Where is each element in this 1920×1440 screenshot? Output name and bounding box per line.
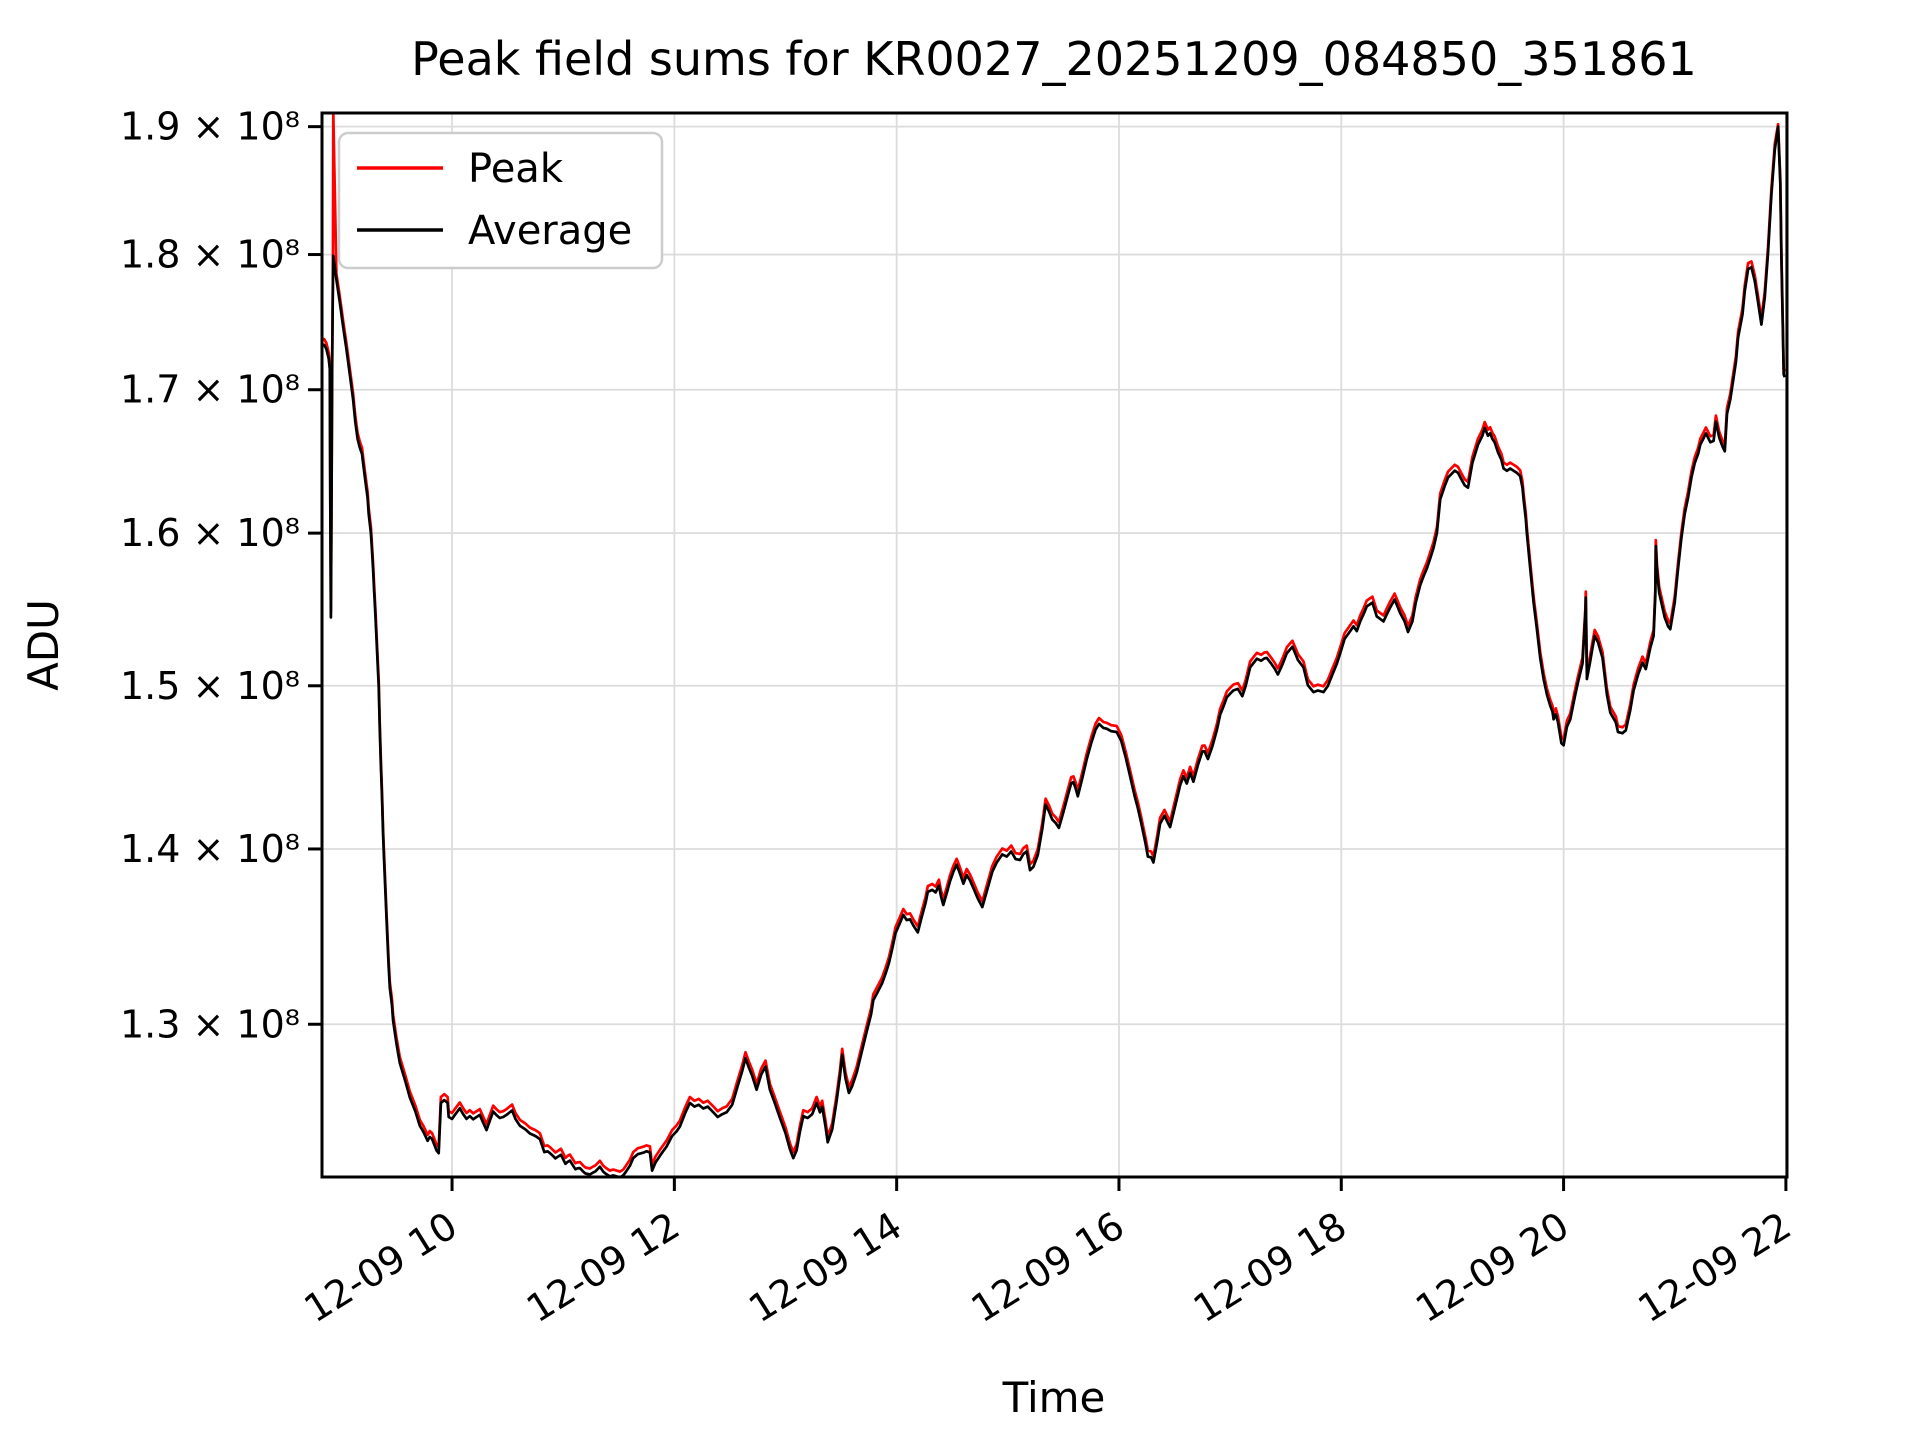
y-tick-label: 1.6 × 10⁸ xyxy=(120,511,300,555)
y-tick-label: 1.9 × 10⁸ xyxy=(120,105,300,149)
series-line-average xyxy=(322,125,1787,1177)
legend-label-average: Average xyxy=(468,208,632,254)
x-tick-label: 12-09 12 xyxy=(519,1203,687,1331)
y-tick-label: 1.8 × 10⁸ xyxy=(120,233,300,277)
x-axis-label: Time xyxy=(1002,1373,1106,1422)
axes: 12-09 10 12-09 12 12-09 14 12-09 16 12-09 18… xyxy=(120,105,1799,1332)
data-series xyxy=(322,113,1787,1177)
legend-label-peak: Peak xyxy=(468,146,564,192)
x-tick-label: 12-09 22 xyxy=(1630,1203,1798,1331)
x-tick-label: 12-09 20 xyxy=(1408,1203,1576,1331)
legend: Peak Average xyxy=(337,131,664,270)
y-tick-label: 1.3 × 10⁸ xyxy=(120,1002,300,1046)
grid-lines xyxy=(322,113,1787,1177)
y-tick-label: 1.4 × 10⁸ xyxy=(120,827,300,871)
x-tick-label: 12-09 16 xyxy=(964,1203,1132,1331)
y-axis-label: ADU xyxy=(19,599,68,691)
x-tick-label: 12-09 14 xyxy=(741,1203,909,1331)
x-tick-label: 12-09 18 xyxy=(1186,1203,1354,1331)
chart-title: Peak field sums for KR0027_20251209_0848… xyxy=(411,32,1697,86)
plot-border xyxy=(320,111,1789,1179)
y-tick-label: 1.7 × 10⁸ xyxy=(120,368,300,412)
y-tick-label: 1.5 × 10⁸ xyxy=(120,664,300,708)
x-tick-label: 12-09 10 xyxy=(297,1203,465,1331)
series-line-peak xyxy=(322,113,1787,1173)
